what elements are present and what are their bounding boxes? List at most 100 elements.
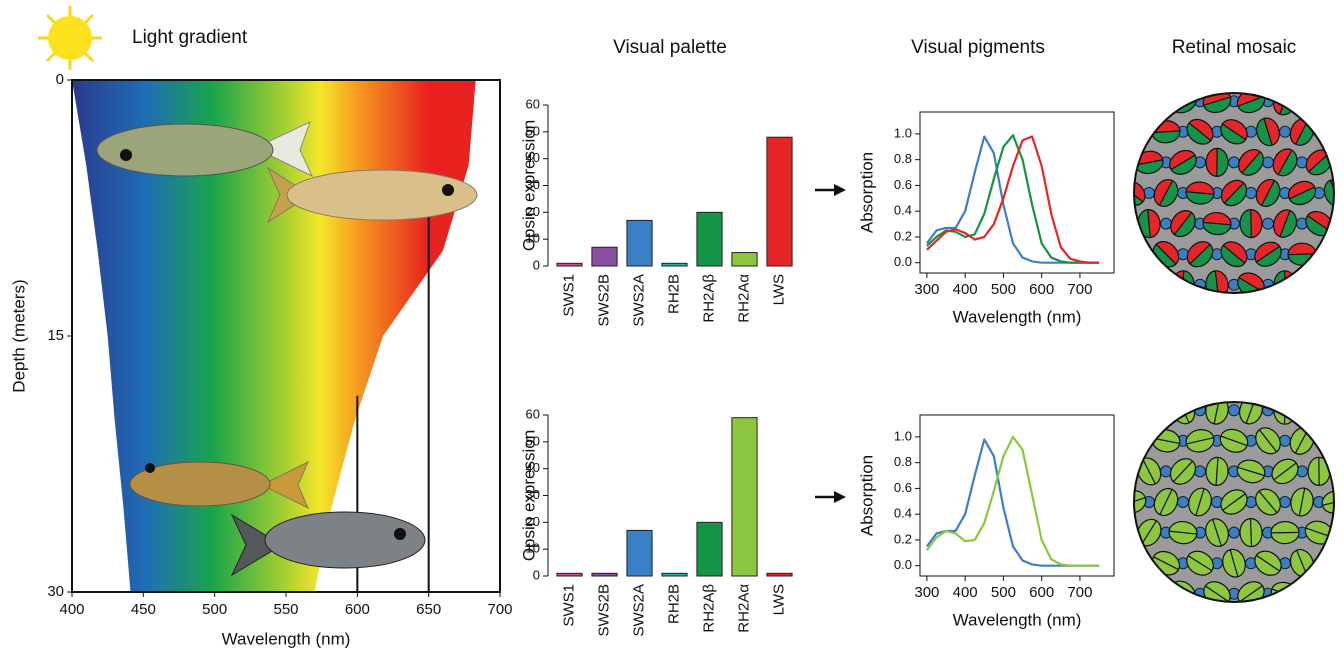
cone-outline bbox=[1152, 608, 1180, 640]
double-cone bbox=[1080, 546, 1116, 581]
x-tick-label: 500 bbox=[991, 584, 1016, 601]
double-cone bbox=[1335, 84, 1344, 119]
cone-outline bbox=[1337, 576, 1344, 611]
blue-cone bbox=[1331, 527, 1342, 538]
y-axis-label: Opsin expression bbox=[519, 120, 538, 251]
cone-outline bbox=[1318, 607, 1344, 641]
cone-outline bbox=[1084, 55, 1111, 87]
cone-half bbox=[1255, 311, 1285, 331]
cone-outline bbox=[1099, 458, 1130, 484]
y-tick-label: 15 bbox=[47, 327, 64, 344]
double-cone bbox=[1116, 550, 1148, 577]
cone-partition bbox=[1193, 59, 1208, 83]
blue-cone bbox=[1178, 310, 1189, 321]
cone-half bbox=[1183, 59, 1207, 89]
blue-cone bbox=[1127, 527, 1138, 538]
cone-partition bbox=[1341, 217, 1344, 230]
cone-partition bbox=[1096, 427, 1100, 455]
cone-half bbox=[1285, 619, 1315, 639]
cone-outline bbox=[1086, 178, 1111, 208]
cone-half bbox=[1161, 363, 1181, 393]
cone-half bbox=[1182, 372, 1212, 396]
bar bbox=[557, 573, 582, 576]
cone-outline bbox=[1254, 613, 1283, 636]
cone-half bbox=[1185, 302, 1204, 332]
cone-partition bbox=[1095, 57, 1101, 84]
cone-half bbox=[1093, 485, 1114, 515]
cone-half bbox=[1127, 302, 1147, 332]
cone-half bbox=[1218, 367, 1241, 397]
double-cone bbox=[1285, 362, 1318, 397]
cone-half bbox=[1118, 561, 1148, 577]
cone-half bbox=[1095, 364, 1112, 394]
blue-cone bbox=[1297, 279, 1308, 290]
x-tick-label: 500 bbox=[991, 281, 1016, 298]
x-tick-label: SWS2B bbox=[595, 584, 612, 637]
cone-partition bbox=[1110, 210, 1120, 236]
x-tick-label: RH2Aβ bbox=[700, 274, 717, 323]
cone-partition bbox=[1196, 302, 1205, 329]
blue-cone bbox=[1229, 527, 1240, 538]
cone-half bbox=[1116, 550, 1146, 566]
double-cone bbox=[1254, 613, 1283, 636]
cone-half bbox=[1096, 118, 1112, 147]
cone-half bbox=[1095, 57, 1112, 87]
cone-partition bbox=[1295, 368, 1309, 392]
blue-cone bbox=[1246, 374, 1257, 385]
blue-cone bbox=[1161, 466, 1172, 477]
cone-partition bbox=[1084, 314, 1112, 317]
cone-outline bbox=[1133, 271, 1166, 299]
y-tick-label: 1.0 bbox=[894, 125, 912, 140]
double-cone bbox=[1337, 145, 1344, 180]
y-tick-label: 60 bbox=[526, 406, 540, 421]
x-tick-label: 400 bbox=[953, 584, 978, 601]
cone-half bbox=[1086, 179, 1100, 208]
cone-half bbox=[1101, 87, 1131, 104]
blue-cone bbox=[1127, 466, 1138, 477]
cone-partition bbox=[1142, 89, 1156, 113]
cone-half bbox=[1085, 116, 1101, 145]
cone-outline bbox=[1148, 298, 1183, 333]
cone-outline bbox=[1286, 53, 1318, 88]
cone-outline bbox=[1083, 485, 1114, 519]
cone-half bbox=[1254, 613, 1282, 625]
cone-half bbox=[1121, 57, 1132, 85]
x-tick-label: 700 bbox=[1067, 584, 1092, 601]
cone-outline bbox=[1319, 298, 1344, 334]
double-cone bbox=[1133, 271, 1166, 299]
cone-half bbox=[1332, 550, 1344, 580]
double-cone bbox=[1133, 580, 1165, 608]
cone-outline bbox=[1301, 393, 1337, 427]
double-cone bbox=[1151, 363, 1181, 397]
cone-outline bbox=[1133, 397, 1165, 424]
cone-outline bbox=[1183, 607, 1217, 642]
x-tick-label: LWS bbox=[770, 274, 787, 305]
blue-cone bbox=[1110, 65, 1121, 76]
cone-partition bbox=[1135, 281, 1162, 288]
cone-half bbox=[1319, 368, 1343, 398]
cone-half bbox=[1329, 362, 1344, 392]
cone-partition bbox=[1254, 67, 1281, 73]
cone-outline bbox=[1133, 580, 1165, 608]
y-tick-label: 30 bbox=[47, 583, 64, 600]
cone-half bbox=[1337, 576, 1344, 606]
double-cone bbox=[1335, 267, 1344, 303]
absorption-curve bbox=[927, 136, 1099, 262]
cone-partition bbox=[1328, 304, 1344, 327]
cone-partition bbox=[1255, 311, 1281, 320]
x-tick-label: RH2B bbox=[665, 274, 682, 314]
cone-half bbox=[1084, 366, 1101, 396]
double-cone bbox=[1099, 458, 1130, 484]
blue-cone bbox=[1144, 310, 1155, 321]
blue-cone bbox=[1229, 157, 1240, 168]
cone-outline bbox=[1335, 267, 1344, 303]
blue-cone bbox=[1110, 310, 1121, 321]
double-cone bbox=[1251, 300, 1285, 330]
cone-outline bbox=[1098, 393, 1131, 428]
cone-half bbox=[1135, 281, 1165, 299]
double-cone bbox=[1099, 87, 1131, 115]
double-cone bbox=[1118, 363, 1146, 395]
cone-half bbox=[1098, 152, 1125, 180]
cone-outline bbox=[1081, 236, 1116, 272]
x-tick-label: RH2Aα bbox=[735, 584, 752, 633]
